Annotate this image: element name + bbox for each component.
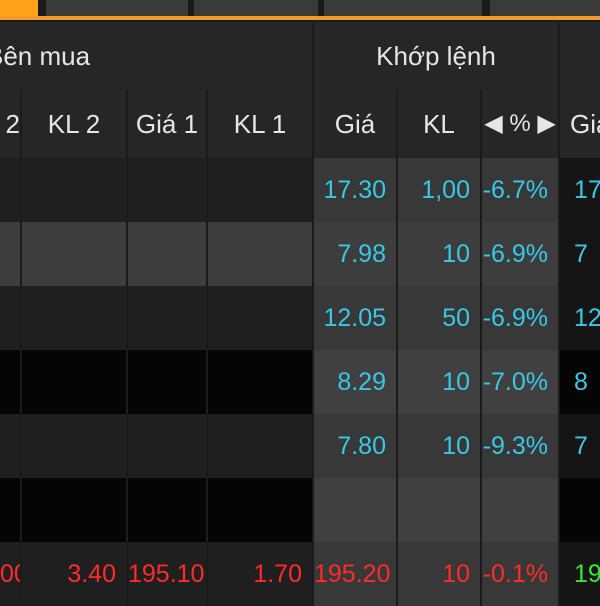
cell-gia1 [128, 350, 206, 414]
cell-kl: 10 [398, 350, 480, 414]
cell-pct: -6.9% [482, 286, 558, 350]
cell-c0 [0, 222, 20, 286]
cell-pct: -6.7% [482, 158, 558, 222]
col-header-gia[interactable]: Giá [314, 90, 396, 158]
sell-group-header [560, 22, 600, 90]
cell-kl2 [22, 478, 126, 542]
cell-gia: 7.98 [314, 222, 396, 286]
tab-5[interactable] [490, 0, 600, 16]
cell-kl: 1,00 [398, 158, 480, 222]
cell-gia1 [128, 286, 206, 350]
cell-kl1: 1.70 [208, 542, 312, 606]
col-header-gia1[interactable]: Giá 1 [128, 90, 206, 158]
cell-kl: 10 [398, 542, 480, 606]
buy-group-label: Bên mua [0, 41, 91, 71]
cell-kl2 [22, 414, 126, 478]
cell-kl2 [22, 158, 126, 222]
col-header-kl1[interactable]: KL 1 [208, 90, 312, 158]
cell-pct: -6.9% [482, 222, 558, 286]
table-row[interactable]: 7.80 10 -9.3% 7 [0, 414, 600, 478]
cell-c0 [0, 414, 20, 478]
cell-next: 17 [560, 158, 600, 222]
table-row[interactable]: 7.98 10 -6.9% 7 [0, 222, 600, 286]
cell-next [560, 478, 600, 542]
cell-kl [398, 478, 480, 542]
cell-kl1 [208, 222, 312, 286]
cell-gia [314, 478, 396, 542]
cell-c0: 00 [0, 542, 20, 606]
cell-pct: -7.0% [482, 350, 558, 414]
col-header-c0[interactable]: 2 [0, 90, 20, 158]
cell-gia: 17.30 [314, 158, 396, 222]
cell-gia1 [128, 158, 206, 222]
cell-gia: 195.20 [314, 542, 396, 606]
cell-gia1 [128, 414, 206, 478]
col-header-pct-toggle[interactable]: ◀ % ▶ [482, 90, 558, 158]
cell-next: 7 [560, 414, 600, 478]
cell-kl1 [208, 478, 312, 542]
cell-pct: -9.3% [482, 414, 558, 478]
cell-gia: 12.05 [314, 286, 396, 350]
cell-kl1 [208, 350, 312, 414]
cell-gia1: 195.10 [128, 542, 206, 606]
tab-3[interactable] [194, 0, 318, 16]
cell-kl2 [22, 222, 126, 286]
col-header-kl[interactable]: KL [398, 90, 480, 158]
cell-c0 [0, 350, 20, 414]
cell-kl2: 3.40 [22, 542, 126, 606]
market-tabs [0, 0, 600, 22]
tab-active[interactable] [0, 0, 38, 16]
cell-pct [482, 478, 558, 542]
tab-2[interactable] [46, 0, 188, 16]
cell-kl1 [208, 286, 312, 350]
cell-gia1 [128, 478, 206, 542]
cell-c0 [0, 158, 20, 222]
cell-gia: 7.80 [314, 414, 396, 478]
table-row[interactable]: 17.30 1,00 -6.7% 17 [0, 158, 600, 222]
cell-kl: 50 [398, 286, 480, 350]
cell-gia: 8.29 [314, 350, 396, 414]
cell-kl1 [208, 158, 312, 222]
cell-kl1 [208, 414, 312, 478]
col-header-next-gia[interactable]: Giá [560, 90, 600, 158]
cell-kl: 10 [398, 414, 480, 478]
tab-underline [0, 16, 600, 20]
match-group-header: Khớp lệnh [314, 22, 558, 90]
cell-c0 [0, 478, 20, 542]
cell-c0 [0, 286, 20, 350]
match-group-label: Khớp lệnh [376, 41, 496, 71]
cell-kl2 [22, 286, 126, 350]
cell-kl2 [22, 350, 126, 414]
cell-next: 12 [560, 286, 600, 350]
table-row[interactable]: 8.29 10 -7.0% 8 [0, 350, 600, 414]
buy-group-header: Bên mua [0, 22, 312, 90]
cell-pct: -0.1% [482, 542, 558, 606]
tab-4[interactable] [324, 0, 482, 16]
cell-next: 7 [560, 222, 600, 286]
table-row[interactable]: 12.05 50 -6.9% 12 [0, 286, 600, 350]
cell-next: 196 [560, 542, 600, 606]
table-row[interactable] [0, 478, 600, 542]
cell-gia1 [128, 222, 206, 286]
cell-next: 8 [560, 350, 600, 414]
cell-kl: 10 [398, 222, 480, 286]
col-header-kl2[interactable]: KL 2 [22, 90, 126, 158]
